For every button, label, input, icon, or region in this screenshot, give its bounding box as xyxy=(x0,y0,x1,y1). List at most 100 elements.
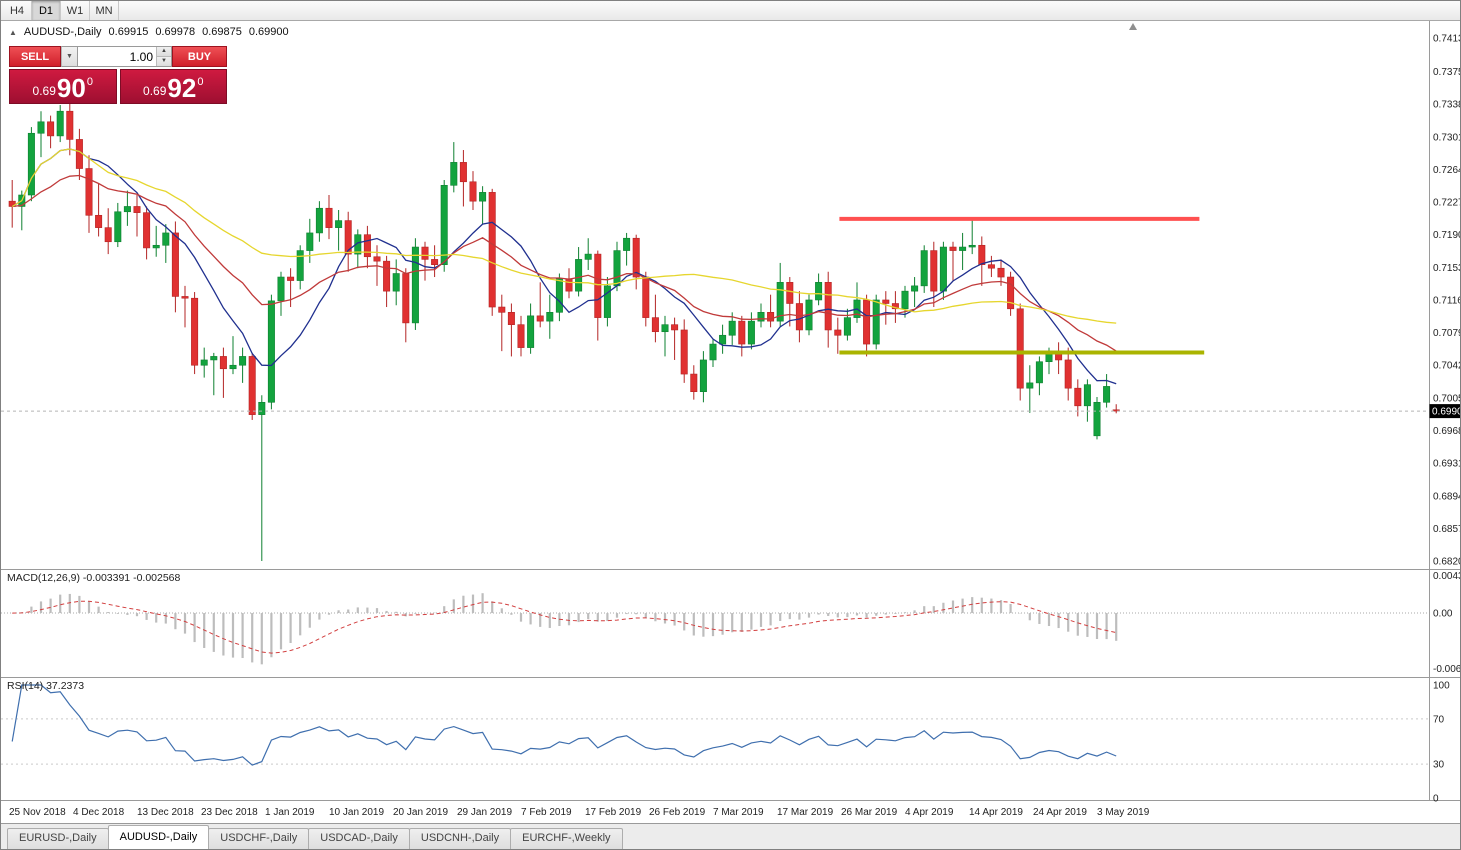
chart-canvas[interactable]: 0.74130 0.73750 0.73380 0.73010 0.72640 0.722… xyxy=(1,21,1460,823)
candle-body xyxy=(229,364,237,370)
symbol-timeframe-label: AUDUSD-,Daily xyxy=(23,26,102,38)
tab-audusd-daily[interactable]: AUDUSD-,Daily xyxy=(107,825,210,849)
candle-body xyxy=(843,317,851,336)
sell-button[interactable]: SELL xyxy=(9,46,61,67)
volume-input[interactable] xyxy=(78,47,156,66)
candle-body xyxy=(37,121,45,134)
candle-body xyxy=(911,285,919,292)
macd-axis-label: -0.006377 xyxy=(1433,664,1461,675)
rsi-axis-label: 100 xyxy=(1433,681,1450,692)
candle-body xyxy=(344,220,352,255)
candle-body xyxy=(939,246,947,292)
one-click-panel-toggle-icon[interactable]: ▲ xyxy=(9,27,17,37)
candle-body xyxy=(728,320,736,336)
candle-body xyxy=(1026,382,1034,389)
timeframe-mn-button[interactable]: MN xyxy=(90,1,119,20)
chevron-down-icon: ▼ xyxy=(66,53,73,60)
candle-body xyxy=(219,356,227,370)
candle-body xyxy=(56,110,64,137)
chart-tab-bar: EURUSD-,Daily AUDUSD-,Daily USDCHF-,Dail… xyxy=(1,823,1460,849)
candle-body xyxy=(891,303,899,310)
candle-body xyxy=(114,211,122,243)
price-axis-label: 0.70050 xyxy=(1433,393,1461,404)
high-value: 0.69978 xyxy=(155,26,196,38)
volume-dropdown-button[interactable]: ▼ xyxy=(61,46,78,67)
candle-body xyxy=(421,246,429,260)
candle-body xyxy=(162,232,170,246)
tab-eurusd-daily[interactable]: EURUSD-,Daily xyxy=(7,828,109,849)
volume-decrease-button[interactable]: ▼ xyxy=(157,56,171,66)
buy-price-prefix: 0.69 xyxy=(143,84,167,98)
date-axis-label: 14 Apr 2019 xyxy=(969,807,1023,818)
price-axis-label: 0.69680 xyxy=(1433,426,1461,437)
chart-shift-marker-icon[interactable] xyxy=(1129,23,1137,30)
tab-eurchf-weekly[interactable]: EURCHF-,Weekly xyxy=(510,828,623,849)
timeframe-d1-button[interactable]: D1 xyxy=(32,1,61,20)
candle-body xyxy=(968,244,976,248)
timeframe-w1-button[interactable]: W1 xyxy=(61,1,90,20)
candle-body xyxy=(930,250,938,292)
candle-body xyxy=(47,121,55,137)
tab-usdchf-daily[interactable]: USDCHF-,Daily xyxy=(208,828,310,849)
tab-usdcad-daily[interactable]: USDCAD-,Daily xyxy=(308,828,410,849)
volume-increase-button[interactable]: ▲ xyxy=(157,47,171,56)
price-axis-label: 0.71160 xyxy=(1433,295,1461,306)
candle-body xyxy=(133,206,141,213)
sell-price-button[interactable]: 0.69 90 0 xyxy=(9,69,117,104)
candle-body xyxy=(191,297,199,366)
candle-body xyxy=(363,234,371,258)
candle-body xyxy=(834,329,842,336)
rsi-axis-label: 70 xyxy=(1433,714,1445,725)
price-axis-label: 0.74130 xyxy=(1433,33,1461,44)
candle-body xyxy=(411,246,419,324)
candle-body xyxy=(258,401,266,415)
date-axis-label: 10 Jan 2019 xyxy=(329,807,384,818)
candle-body xyxy=(575,259,583,292)
candle-body xyxy=(920,250,928,287)
tab-usdcnh-daily[interactable]: USDCNH-,Daily xyxy=(408,828,512,849)
price-axis-label: 0.68200 xyxy=(1433,557,1461,568)
candle-body xyxy=(959,246,967,251)
date-axis-label: 1 Jan 2019 xyxy=(265,807,315,818)
candle-body xyxy=(498,306,506,313)
candle-body xyxy=(431,259,439,265)
candle-body xyxy=(1074,387,1082,407)
price-axis-label: 0.71900 xyxy=(1433,230,1461,241)
price-chart-svg[interactable]: 0.74130 0.73750 0.73380 0.73010 0.72640 0.722… xyxy=(1,21,1461,825)
candle-body xyxy=(152,244,160,249)
candle-body xyxy=(450,162,458,186)
candle-body xyxy=(661,324,669,333)
sell-price-prefix: 0.69 xyxy=(32,84,56,98)
ma-slow xyxy=(11,148,1117,324)
date-axis-label: 25 Nov 2018 xyxy=(9,807,66,818)
macd-axis-label: 0.00 xyxy=(1433,609,1453,620)
price-axis-label: 0.71530 xyxy=(1433,263,1461,274)
candle-body xyxy=(824,282,832,331)
close-value: 0.69900 xyxy=(248,26,289,38)
rsi-axis-label: 30 xyxy=(1433,760,1445,771)
candle-body xyxy=(901,290,909,310)
rsi-axis-label: 0 xyxy=(1433,793,1439,804)
candle-body xyxy=(200,359,208,366)
rsi-indicator-label: RSI(14) 37.2373 xyxy=(7,680,84,692)
macd-signal-line xyxy=(12,600,1117,654)
date-axis-label: 13 Dec 2018 xyxy=(137,807,194,818)
price-axis-label: 0.68940 xyxy=(1433,491,1461,502)
candle-body xyxy=(555,278,563,313)
timeframe-h4-button[interactable]: H4 xyxy=(3,1,32,20)
buy-price-button[interactable]: 0.69 92 0 xyxy=(119,69,227,104)
low-value: 0.69875 xyxy=(202,26,242,38)
buy-button[interactable]: BUY xyxy=(172,46,227,67)
candle-body xyxy=(527,315,535,348)
candle-body xyxy=(536,315,544,322)
candle-body xyxy=(680,329,688,375)
date-axis-label: 7 Feb 2019 xyxy=(521,807,572,818)
price-axis-label: 0.73750 xyxy=(1433,67,1461,78)
date-axis-label: 17 Mar 2019 xyxy=(777,807,834,818)
candle-body xyxy=(1083,384,1091,407)
candle-body xyxy=(335,220,343,228)
candle-body xyxy=(776,282,784,322)
price-axis-label: 0.72640 xyxy=(1433,165,1461,176)
volume-stepper: ▲ ▼ xyxy=(156,47,171,66)
candle-body xyxy=(315,207,323,234)
